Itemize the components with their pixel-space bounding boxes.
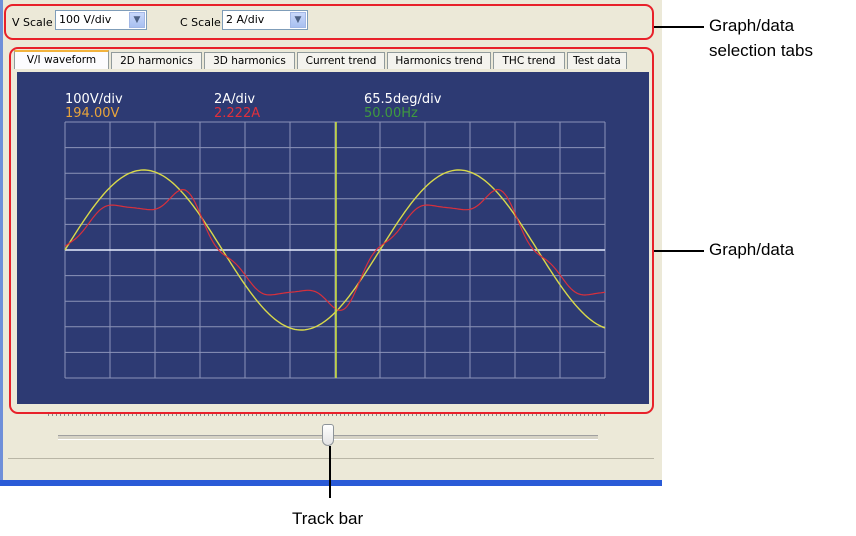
tab-vi-waveform[interactable]: V/I waveform [14, 50, 109, 69]
tab-3d-harmonics[interactable]: 3D harmonics [204, 52, 295, 69]
status-strip [8, 458, 654, 475]
tabs-callout-label-line1: Graph/data [709, 16, 795, 35]
scale-toolbar: V Scale 100 V/div ▼ C Scale 2 A/div ▼ [8, 6, 648, 38]
tab-thc-trend[interactable]: THC trend [493, 52, 565, 69]
current-scale-readout: 2A/div [214, 92, 256, 107]
waveform-plot [64, 121, 606, 379]
c-scale-label: C Scale [180, 16, 221, 29]
v-scale-value: 100 V/div [59, 13, 112, 26]
tab-harmonics-trend[interactable]: Harmonics trend [387, 52, 491, 69]
v-scale-select[interactable]: 100 V/div ▼ [55, 10, 147, 30]
tabs-callout-label-line2: selection tabs [709, 41, 813, 60]
graph-highlight-outline [9, 47, 654, 414]
trackbar[interactable] [44, 410, 614, 460]
window-left-border [0, 0, 3, 486]
harmonics-analyzer-window: V Scale 100 V/div ▼ C Scale 2 A/div ▼ V/… [0, 0, 662, 486]
chevron-down-icon[interactable]: ▼ [290, 12, 306, 28]
v-scale-label: V Scale [12, 16, 53, 29]
tab-2d-harmonics[interactable]: 2D harmonics [111, 52, 202, 69]
waveform-graph: 100V/div 194.00V 2A/div 2.222A 65.5deg/d… [17, 72, 649, 404]
phase-scale-readout: 65.5deg/div [364, 92, 442, 107]
trackbar-callout-line [329, 446, 331, 498]
tabs-callout-line [654, 26, 704, 28]
trackbar-thumb[interactable] [322, 424, 334, 446]
window-bottom-border [0, 480, 662, 486]
graph-callout-label: Graph/data [709, 240, 795, 259]
voltage-waveform [64, 169, 606, 331]
frequency-readout: 50.00Hz [364, 106, 418, 121]
trackbar-ticks [48, 412, 608, 416]
chevron-down-icon[interactable]: ▼ [129, 12, 145, 28]
current-value-readout: 2.222A [214, 106, 261, 121]
voltage-scale-readout: 100V/div [65, 92, 123, 107]
current-waveform [64, 188, 606, 311]
trackbar-callout-label: Track bar [292, 509, 364, 528]
graph-callout-line [654, 250, 704, 252]
tabs-highlight-outline [4, 4, 654, 40]
tab-test-data[interactable]: Test data [567, 52, 627, 69]
tab-current-trend[interactable]: Current trend [297, 52, 385, 69]
voltage-value-readout: 194.00V [65, 106, 120, 121]
c-scale-select[interactable]: 2 A/div ▼ [222, 10, 308, 30]
c-scale-value: 2 A/div [226, 13, 265, 26]
